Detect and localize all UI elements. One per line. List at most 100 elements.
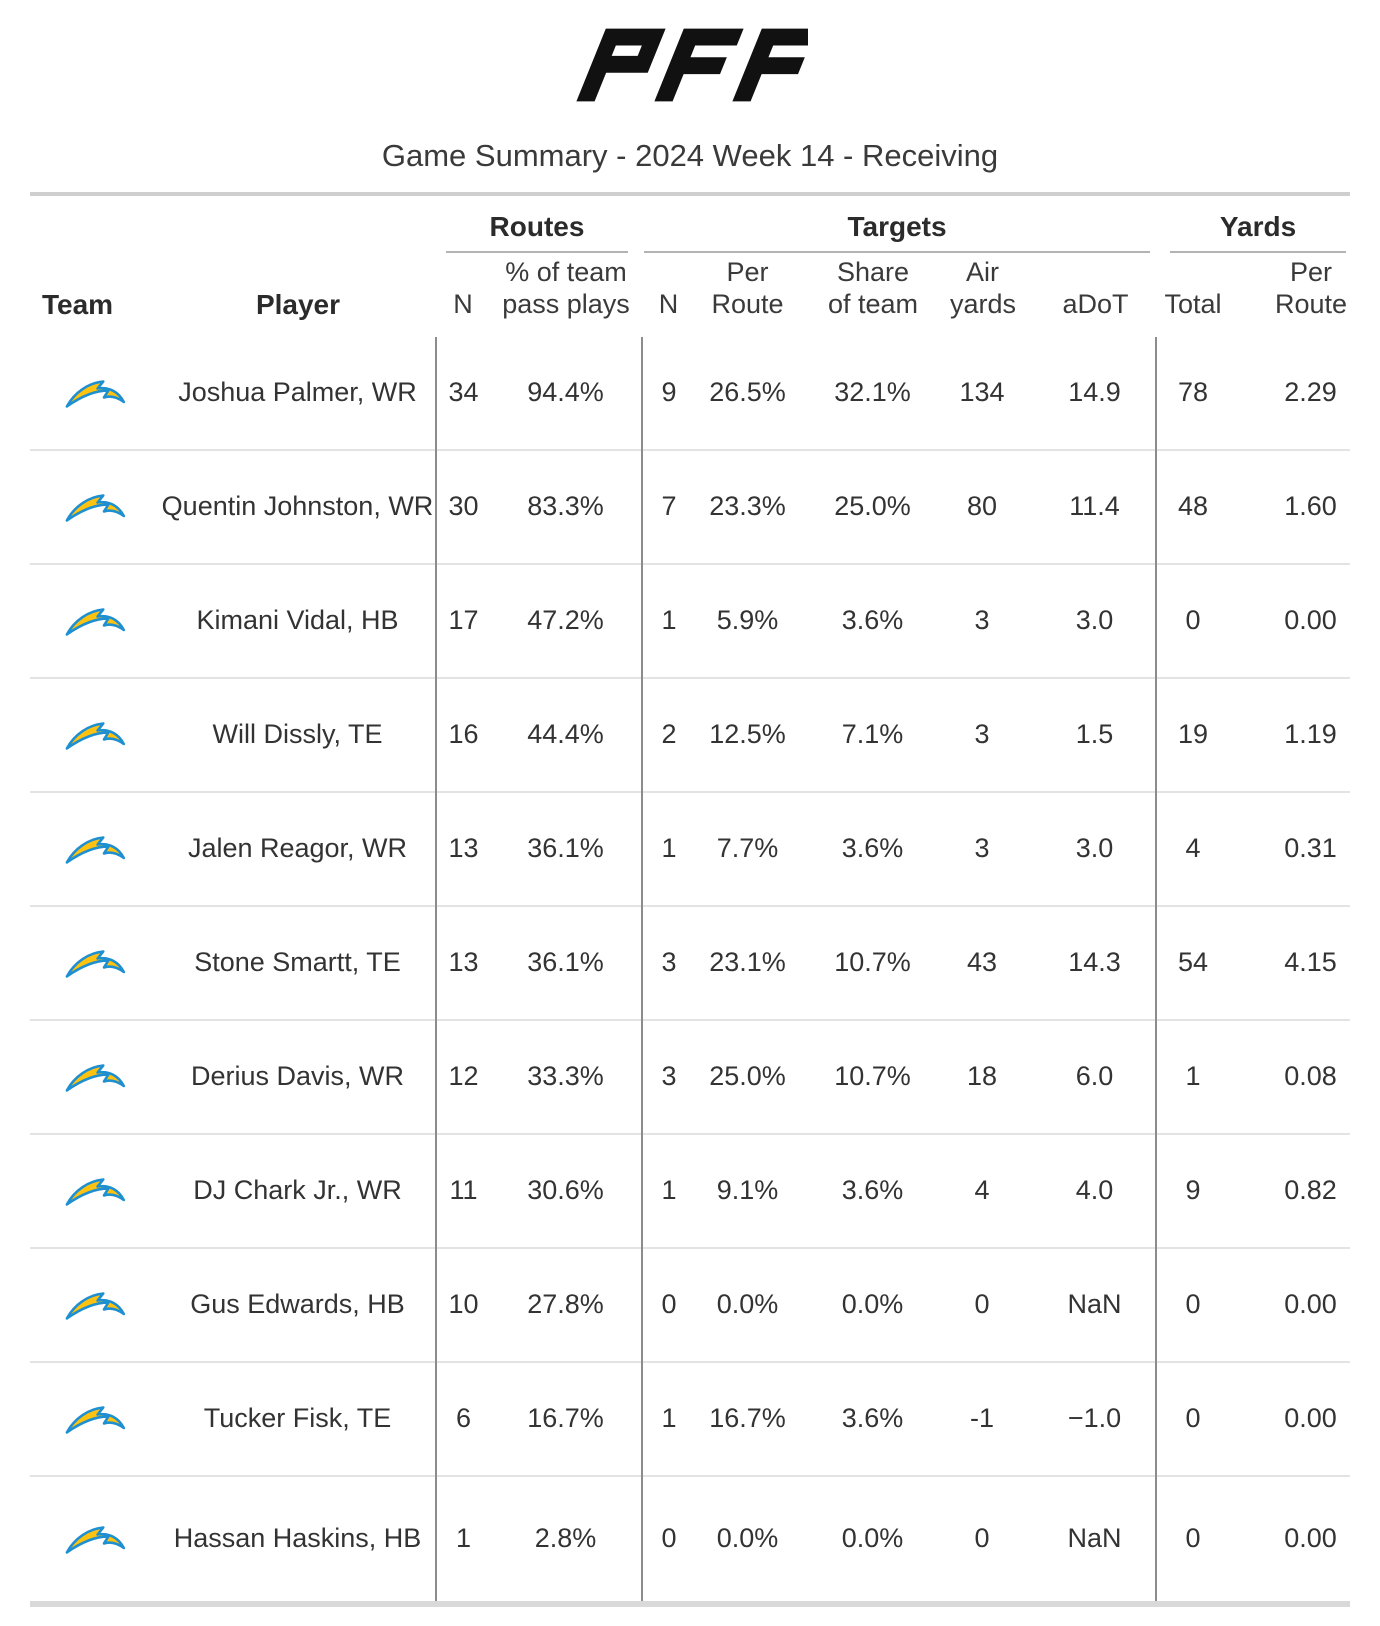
pct-team-pass-plays-value: 47.2%	[490, 562, 642, 678]
yards-total-value: 78	[1155, 336, 1223, 450]
team-logo-cell	[30, 1132, 160, 1248]
col-header-per-route: Per Route	[711, 257, 784, 319]
yards-per-route-value: 0.31	[1222, 790, 1351, 906]
chargers-bolt-icon	[65, 493, 126, 522]
column-header-row: Team Player N % of team pass plays N Per …	[30, 253, 1350, 337]
targets-per-route-value: 5.9%	[695, 562, 800, 678]
yards-per-route-value: 0.00	[1222, 1360, 1351, 1476]
chargers-bolt-icon	[65, 1525, 126, 1554]
col-header-player: Player	[255, 288, 341, 320]
team-logo-cell	[30, 904, 160, 1020]
share-of-team-value: 25.0%	[800, 448, 930, 564]
air-yards-value: 134	[959, 377, 1005, 408]
team-logo-cell	[30, 676, 160, 792]
yards-total-value: 9	[1155, 1132, 1223, 1248]
adot-value: 1.5	[1015, 676, 1157, 792]
table-header: Routes Targets Yards Team Player N % of …	[30, 194, 1350, 337]
team-logo-cell	[30, 790, 160, 906]
targets-n-value: 1	[641, 790, 695, 906]
chargers-bolt-icon	[65, 379, 126, 408]
col-header-total: Total	[1164, 288, 1222, 319]
routes-n-value: 10	[435, 1246, 490, 1362]
pff-letter-f2	[732, 28, 808, 102]
col-header-adot: aDoT	[1062, 288, 1129, 319]
air-yards-value: 3	[930, 676, 1015, 792]
table-row: Derius Davis, WR 12 33.3% 3 25.0% 10.7% …	[30, 1018, 1351, 1134]
player-name: Derius Davis, WR	[160, 1018, 436, 1134]
adot-value: 3.0	[1015, 562, 1157, 678]
routes-n-value: 13	[435, 790, 490, 906]
pct-team-pass-plays-value: 2.8%	[490, 1474, 642, 1601]
table-row: Tucker Fisk, TE 6 16.7% 1 16.7% 3.6% -1 …	[30, 1360, 1351, 1476]
targets-per-route-value: 25.0%	[695, 1018, 800, 1134]
table-row: Will Dissly, TE 16 44.4% 2 12.5% 7.1% 3 …	[30, 676, 1351, 792]
share-of-team-value: 10.7%	[800, 1018, 930, 1134]
share-of-team-value: 0.0%	[800, 1474, 930, 1601]
col-header-share: Share of team	[800, 253, 930, 337]
column-group-row: Routes Targets Yards	[30, 194, 1350, 254]
yards-total-value: 0	[1155, 1360, 1223, 1476]
yards-per-route-value: 0.00	[1222, 562, 1351, 678]
team-logo-cell	[30, 1360, 160, 1476]
team-logo-cell	[30, 1018, 160, 1134]
chargers-bolt-icon	[65, 1177, 126, 1206]
team-logo-cell	[30, 1474, 160, 1601]
targets-n-value: 3	[641, 904, 695, 1020]
player-name: Tucker Fisk, TE	[160, 1360, 436, 1476]
table-row: Joshua Palmer, WR 34 94.4% 9 26.5% 32.1%…	[30, 336, 1350, 450]
pct-team-pass-plays-value: 27.8%	[490, 1246, 642, 1362]
player-name: Kimani Vidal, HB	[160, 562, 436, 678]
yards-total-value: 0	[1155, 562, 1223, 678]
air-yards-value: 0	[930, 1246, 1015, 1362]
targets-n-value: 0	[641, 1474, 695, 1601]
targets-n-value: 2	[641, 676, 695, 792]
targets-n-value: 0	[641, 1246, 695, 1362]
pff-letter-p	[576, 28, 666, 102]
yards-total-value: 0	[1155, 1474, 1223, 1601]
targets-per-route-value: 23.1%	[695, 904, 800, 1020]
table-bottom-rule	[30, 1600, 1350, 1607]
group-targets: Targets	[642, 194, 1156, 254]
routes-n-value: 13	[435, 904, 490, 1020]
air-yards-value: 4	[930, 1132, 1015, 1248]
chargers-bolt-icon	[65, 835, 126, 864]
air-yards-value: 0	[930, 1474, 1015, 1601]
col-header-yards-per-route: Per Route	[1275, 257, 1348, 319]
targets-n-value: 1	[641, 562, 695, 678]
page-title: Game Summary - 2024 Week 14 - Receiving	[381, 138, 999, 173]
share-of-team-value: 7.1%	[800, 676, 930, 792]
share-of-team-value: 0.0%	[800, 1246, 930, 1362]
pct-team-pass-plays-value: 16.7%	[490, 1360, 642, 1476]
routes-n-value: 12	[435, 1018, 490, 1134]
routes-n-value: 11	[435, 1132, 490, 1248]
group-spacer	[30, 194, 160, 253]
yards-per-route-value: 4.15	[1222, 904, 1351, 1020]
share-of-team-value: 3.6%	[800, 1360, 930, 1476]
table-row: Stone Smartt, TE 13 36.1% 3 23.1% 10.7% …	[30, 904, 1351, 1020]
group-targets-label: Targets	[644, 210, 1151, 254]
targets-per-route-value: 16.7%	[695, 1360, 800, 1476]
yards-per-route-value: 1.19	[1222, 676, 1351, 792]
group-routes: Routes	[436, 194, 642, 254]
share-of-team-value: 3.6%	[800, 562, 930, 678]
page: { "logo": { "text": "PFF" }, "title": "G…	[0, 26, 1380, 1626]
share-of-team-value: 32.1%	[834, 377, 911, 408]
adot-value: 14.3	[1015, 904, 1157, 1020]
targets-per-route-value: 7.7%	[695, 790, 800, 906]
targets-n-value: 1	[641, 1132, 695, 1248]
col-header-air-yards: Air yards	[950, 257, 1017, 319]
share-of-team-value: 10.7%	[800, 904, 930, 1020]
receiving-table: Routes Targets Yards Team Player N % of …	[30, 192, 1351, 1601]
col-header-routes-n: N	[453, 288, 473, 319]
chargers-bolt-icon	[65, 607, 126, 636]
logo-container	[0, 26, 1380, 106]
col-header-pass-plays: % of team pass plays	[490, 253, 642, 337]
targets-per-route-value: 26.5%	[709, 377, 786, 408]
team-logo-cell	[30, 562, 160, 678]
col-header-team: Team	[42, 288, 114, 320]
table-row: Hassan Haskins, HB 1 2.8% 0 0.0% 0.0% 0 …	[30, 1474, 1351, 1601]
targets-n-value: 1	[641, 1360, 695, 1476]
yards-total-value: 19	[1155, 676, 1223, 792]
chargers-bolt-icon	[65, 1291, 126, 1320]
share-of-team-value: 3.6%	[800, 1132, 930, 1248]
